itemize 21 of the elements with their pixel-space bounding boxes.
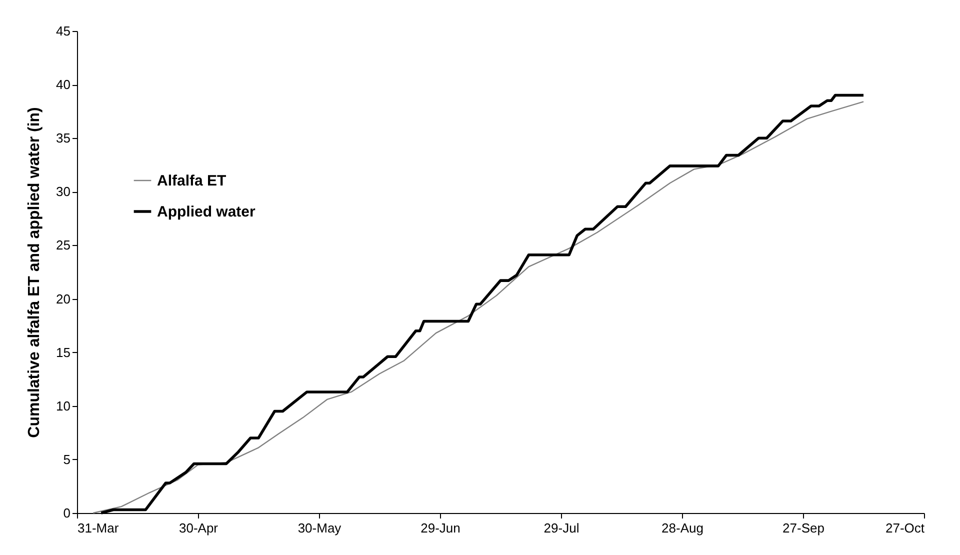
x-tick-label: 30-May xyxy=(298,520,342,536)
y-tick-label: 20 xyxy=(56,291,70,306)
y-tick-label: 40 xyxy=(56,77,70,92)
y-tick-label: 5 xyxy=(63,452,70,467)
y-tick-label: 25 xyxy=(56,238,70,253)
x-tick-label: 27-Oct xyxy=(885,520,925,536)
x-tick-label: 30-Apr xyxy=(178,520,219,536)
y-tick-label: 30 xyxy=(56,184,70,200)
y-tick-label: 10 xyxy=(56,398,70,414)
y-tick-label: 0 xyxy=(63,506,70,520)
x-tick-label: 28-Aug xyxy=(662,520,704,536)
x-tick-label: 29-Jun xyxy=(420,520,460,536)
x-tick-label: 27-Sep xyxy=(782,520,824,536)
y-tick-label: 45 xyxy=(56,24,70,38)
y-tick-label: 15 xyxy=(56,344,70,360)
y-axis-title: Cumulative alfalfa ET and applied water (in) xyxy=(26,107,44,438)
x-tick-label: 29-Jul xyxy=(544,520,580,536)
x-tick-label: 31-Mar xyxy=(78,520,120,536)
legend-label: Applied water xyxy=(157,204,256,220)
y-tick-label: 35 xyxy=(56,130,70,146)
legend-label: Alfalfa ET xyxy=(157,172,226,190)
